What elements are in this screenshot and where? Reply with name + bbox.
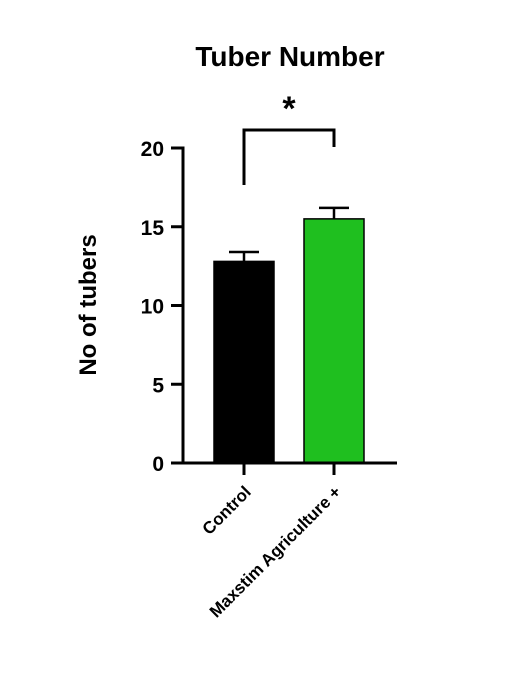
y-tick-label: 10	[141, 296, 164, 319]
error-bars-group	[229, 206, 349, 262]
bar-maxstim-agriculture	[303, 218, 365, 464]
x-category-label: Control	[199, 482, 255, 538]
y-ticks-group: 0 5 10 15 20	[141, 138, 183, 476]
y-tick-label: 5	[152, 374, 164, 397]
significance-bracket	[242, 128, 336, 185]
y-tick-label: 15	[141, 217, 165, 240]
y-tick-label: 0	[152, 453, 164, 476]
y-tick-label: 20	[141, 138, 164, 161]
chart-title: Tuber Number	[195, 41, 384, 72]
y-axis-label: No of tubers	[75, 234, 102, 375]
significance-star: *	[282, 90, 296, 128]
bar-control	[213, 260, 275, 464]
bars-group	[213, 218, 365, 464]
